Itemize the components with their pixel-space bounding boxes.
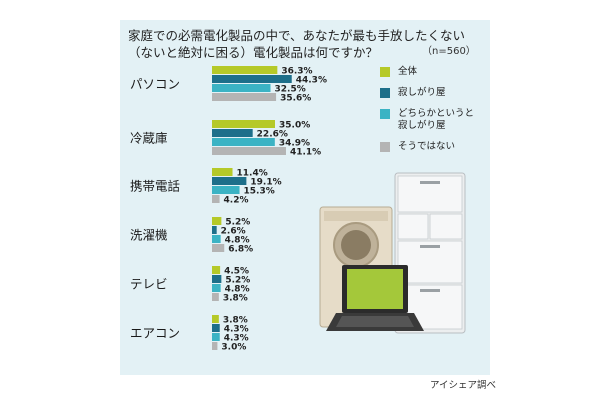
- data-label: 22.6%: [257, 130, 288, 140]
- data-label: 19.1%: [250, 178, 281, 188]
- data-label: 4.3%: [224, 334, 249, 344]
- bar: [212, 186, 240, 194]
- data-label: 3.8%: [223, 294, 248, 304]
- data-label: 35.6%: [280, 94, 311, 104]
- legend-label: どちらかというと 寂しがり屋: [398, 108, 475, 131]
- bar: [212, 293, 219, 301]
- bar: [212, 129, 253, 137]
- data-label: 2.6%: [221, 227, 246, 237]
- title-line-2: （ないと絶対に困る）電化製品は何ですか？: [128, 45, 379, 60]
- legend-item: 寂しがり屋: [380, 87, 490, 99]
- data-label: 11.4%: [237, 169, 268, 179]
- data-label: 4.2%: [224, 196, 249, 206]
- legend-label: 寂しがり屋: [398, 87, 446, 98]
- data-label: 41.1%: [290, 148, 321, 158]
- bar: [212, 138, 275, 146]
- bar: [212, 168, 233, 176]
- bar: [212, 235, 221, 243]
- bar: [212, 333, 220, 341]
- bar: [212, 342, 218, 350]
- appliance-illustration: [319, 172, 466, 334]
- category-label: エアコン: [130, 326, 180, 341]
- legend-label: そうではない: [398, 141, 456, 152]
- data-label: 4.8%: [225, 285, 250, 295]
- bar: [212, 284, 221, 292]
- legend-swatch: [380, 67, 390, 77]
- data-label: 4.8%: [225, 236, 250, 246]
- data-label: 5.2%: [225, 218, 250, 228]
- bar: [212, 93, 277, 101]
- legend-swatch: [380, 142, 390, 152]
- bar: [212, 147, 286, 155]
- bar: [212, 324, 220, 332]
- data-label: 36.3%: [281, 67, 312, 77]
- category-label: 洗濯機: [130, 228, 168, 243]
- legend-item: 全体: [380, 66, 490, 78]
- bar: [212, 226, 217, 234]
- bar: [212, 84, 271, 92]
- laptop-icon: [326, 265, 424, 331]
- data-label: 34.9%: [279, 139, 310, 149]
- data-label: 3.8%: [223, 316, 248, 326]
- data-label: 4.5%: [224, 267, 249, 277]
- title-line-1: 家庭での必需電化製品の中で、あなたが最も手放したくない: [128, 28, 466, 43]
- legend: 全体寂しがり屋どちらかというと 寂しがり屋そうではない: [380, 66, 490, 162]
- chart-title: 家庭での必需電化製品の中で、あなたが最も手放したくない （ないと絶対に困る）電化…: [128, 27, 483, 61]
- source-note: アイシェア調べ: [430, 380, 497, 391]
- refrigerator-icon: [394, 172, 466, 334]
- bar: [212, 217, 222, 225]
- bar: [212, 244, 225, 252]
- bar: [212, 195, 220, 203]
- bar: [212, 315, 219, 323]
- category-label: 携帯電話: [130, 179, 180, 194]
- category-label: 冷蔵庫: [130, 131, 168, 146]
- data-label: 4.3%: [224, 325, 249, 335]
- bar: [212, 177, 247, 185]
- bar: [212, 275, 222, 283]
- legend-label: 全体: [398, 66, 418, 77]
- category-label: パソコン: [130, 77, 180, 92]
- data-label: 6.8%: [228, 245, 253, 255]
- data-label: 35.0%: [279, 121, 310, 131]
- bar: [212, 75, 292, 83]
- category-label: テレビ: [130, 277, 168, 292]
- data-label: 32.5%: [275, 85, 306, 95]
- data-label: 44.3%: [296, 76, 327, 86]
- legend-item: そうではない: [380, 141, 490, 153]
- data-label: 5.2%: [225, 276, 250, 286]
- bar: [212, 66, 278, 74]
- sample-size-note: （n=560）: [422, 46, 476, 57]
- legend-swatch: [380, 109, 390, 119]
- legend-item: どちらかというと 寂しがり屋: [380, 108, 490, 132]
- bar: [212, 120, 275, 128]
- bar: [212, 266, 221, 274]
- legend-swatch: [380, 88, 390, 98]
- data-label: 15.3%: [244, 187, 275, 197]
- data-label: 3.0%: [221, 343, 246, 353]
